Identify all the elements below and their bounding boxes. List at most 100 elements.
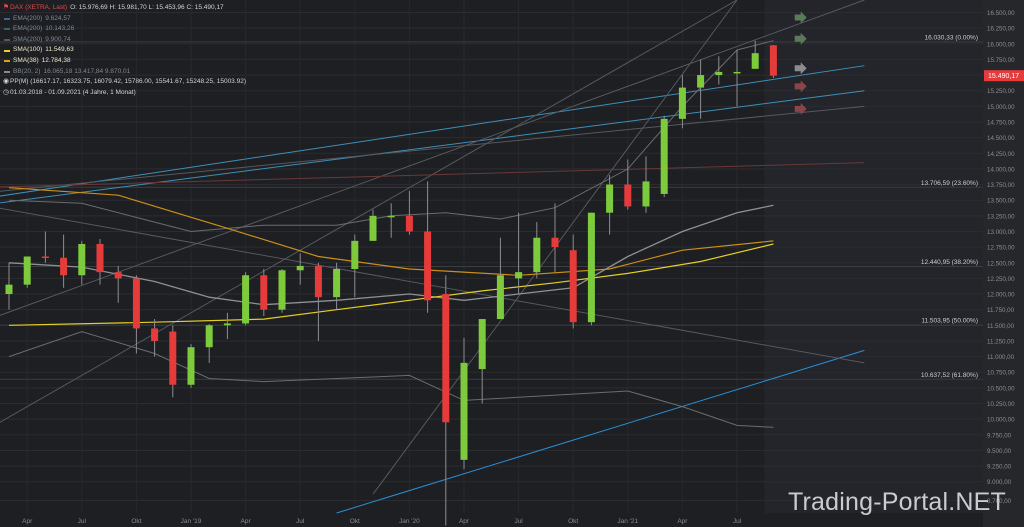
legend-range: 01.03.2018 - 01.09.2021 (4 Jahre, 1 Mona… xyxy=(10,88,136,96)
indicator-label: EMA(200) xyxy=(13,14,43,22)
x-tick-label: Jul xyxy=(733,518,742,525)
candle-up xyxy=(697,75,705,88)
price-axis-background xyxy=(983,0,1024,527)
candle-down xyxy=(132,278,140,329)
candle-up xyxy=(733,71,741,74)
candle-up xyxy=(187,347,195,385)
fib-level-label: 13.706,59 (23.60%) xyxy=(921,180,978,187)
candle-up xyxy=(478,319,486,370)
indicator-label: SMA(38) xyxy=(13,56,39,64)
fib-level-label: 12.440,95 (38.20%) xyxy=(921,259,978,266)
candle-down xyxy=(260,275,268,310)
indicator-value: 10.143,26 xyxy=(45,25,75,33)
legend-instrument-row: ⚑ DAX (XETRA, Last) O: 15.976,69 H: 15.9… xyxy=(2,3,246,14)
x-tick-label: Jan '21 xyxy=(617,518,638,525)
y-tick-label: 11.000,00 xyxy=(987,354,1015,361)
x-tick-label: Apr xyxy=(677,518,688,525)
candle-up xyxy=(715,71,723,76)
arrow-marker-icon xyxy=(794,62,807,75)
bollinger-upper xyxy=(8,40,774,233)
x-tick-label: Apr xyxy=(241,518,252,525)
chart-legend: ⚑ DAX (XETRA, Last) O: 15.976,69 H: 15.9… xyxy=(2,3,246,98)
candle-up xyxy=(242,275,250,324)
indicator-value: 11.549,63 xyxy=(45,46,74,54)
trendline xyxy=(0,65,865,197)
indicator-swatch xyxy=(4,39,10,42)
candle-down xyxy=(442,294,450,423)
candle-up xyxy=(587,212,595,323)
indicator-value: 9.900,74 xyxy=(45,35,71,43)
indicator-swatch xyxy=(4,60,10,63)
indicator-label: SMA(200) xyxy=(13,35,43,43)
y-tick-label: 13.500,00 xyxy=(987,198,1015,205)
x-tick-label: Okt xyxy=(131,518,141,525)
y-tick-label: 11.750,00 xyxy=(987,307,1015,314)
y-tick-label: 12.500,00 xyxy=(987,260,1015,267)
indicator-value: 9.624,57 xyxy=(45,14,71,22)
indicator-label: EMA(200) xyxy=(13,25,43,33)
trendline xyxy=(0,0,738,423)
y-tick-label: 11.500,00 xyxy=(987,323,1015,330)
legend-pivot: PP(M) (16617.17, 16323.75, 16079.42, 157… xyxy=(10,78,246,86)
y-tick-label: 13.250,00 xyxy=(987,213,1015,220)
y-tick-label: 14.250,00 xyxy=(987,151,1015,158)
candle-up xyxy=(5,284,13,295)
pivot-target-icon: ◉ xyxy=(2,78,10,86)
candle-up xyxy=(278,270,286,310)
legend-indicator-row: BB(20, 2) 16.065,18 13.417,84 9.870,01 xyxy=(2,67,246,78)
y-tick-label: 14.500,00 xyxy=(987,135,1015,142)
indicator-swatch xyxy=(4,28,10,31)
legend-indicator-row: EMA(200) 10.143,26 xyxy=(2,24,246,35)
x-tick-label: Jul xyxy=(78,518,87,525)
indicator-label: SMA(100) xyxy=(13,46,43,54)
y-tick-label: 12.750,00 xyxy=(987,245,1015,252)
indicator-swatch xyxy=(4,17,10,20)
y-tick-label: 10.250,00 xyxy=(987,401,1015,408)
candle-up xyxy=(387,215,395,218)
y-tick-label: 14.750,00 xyxy=(987,119,1015,126)
trendline xyxy=(0,105,865,192)
legend-range-row: ◷ 01.03.2018 - 01.09.2021 (4 Jahre, 1 Mo… xyxy=(2,88,246,99)
trendline xyxy=(0,162,865,188)
candle-down xyxy=(151,328,159,341)
legend-indicator-row: SMA(200) 9.900,74 xyxy=(2,35,246,46)
y-tick-label: 15.000,00 xyxy=(987,104,1015,111)
candle-up xyxy=(533,237,541,273)
x-tick-label: Okt xyxy=(568,518,578,525)
candle-down xyxy=(569,250,577,323)
sma38-line xyxy=(8,187,774,276)
bollinger-lower xyxy=(8,331,774,428)
x-tick-label: Apr xyxy=(459,518,470,525)
candle-down xyxy=(551,237,559,248)
candle-down xyxy=(169,331,177,385)
candle-up xyxy=(205,325,213,348)
candle-up xyxy=(333,269,341,298)
y-tick-label: 13.750,00 xyxy=(987,182,1015,189)
indicator-label: BB(20, 2) xyxy=(13,67,41,75)
y-tick-label: 9.500,00 xyxy=(987,448,1012,455)
last-price-label: 15.490,17 xyxy=(988,73,1019,80)
arrow-marker-icon xyxy=(794,32,807,45)
candle-down xyxy=(114,272,122,279)
candle-up xyxy=(751,53,759,69)
forecast-zone xyxy=(764,0,983,513)
candle-up xyxy=(606,184,614,213)
candle-down xyxy=(424,231,432,301)
x-tick-label: Jan '19 xyxy=(181,518,202,525)
last-price-tag xyxy=(984,70,1024,82)
y-tick-label: 12.000,00 xyxy=(987,292,1015,299)
x-tick-label: Jul xyxy=(296,518,305,525)
trendline xyxy=(0,90,865,204)
y-tick-label: 9.000,00 xyxy=(987,479,1012,486)
candle-down xyxy=(41,256,49,258)
y-tick-label: 9.250,00 xyxy=(987,464,1012,471)
y-tick-label: 10.500,00 xyxy=(987,385,1015,392)
candle-up xyxy=(223,323,231,326)
y-tick-label: 14.000,00 xyxy=(987,166,1015,173)
y-tick-label: 16.250,00 xyxy=(987,26,1015,33)
y-tick-label: 12.250,00 xyxy=(987,276,1015,283)
watermark-logo: Trading-Portal.NET xyxy=(787,488,1006,516)
clock-icon: ◷ xyxy=(2,88,10,96)
